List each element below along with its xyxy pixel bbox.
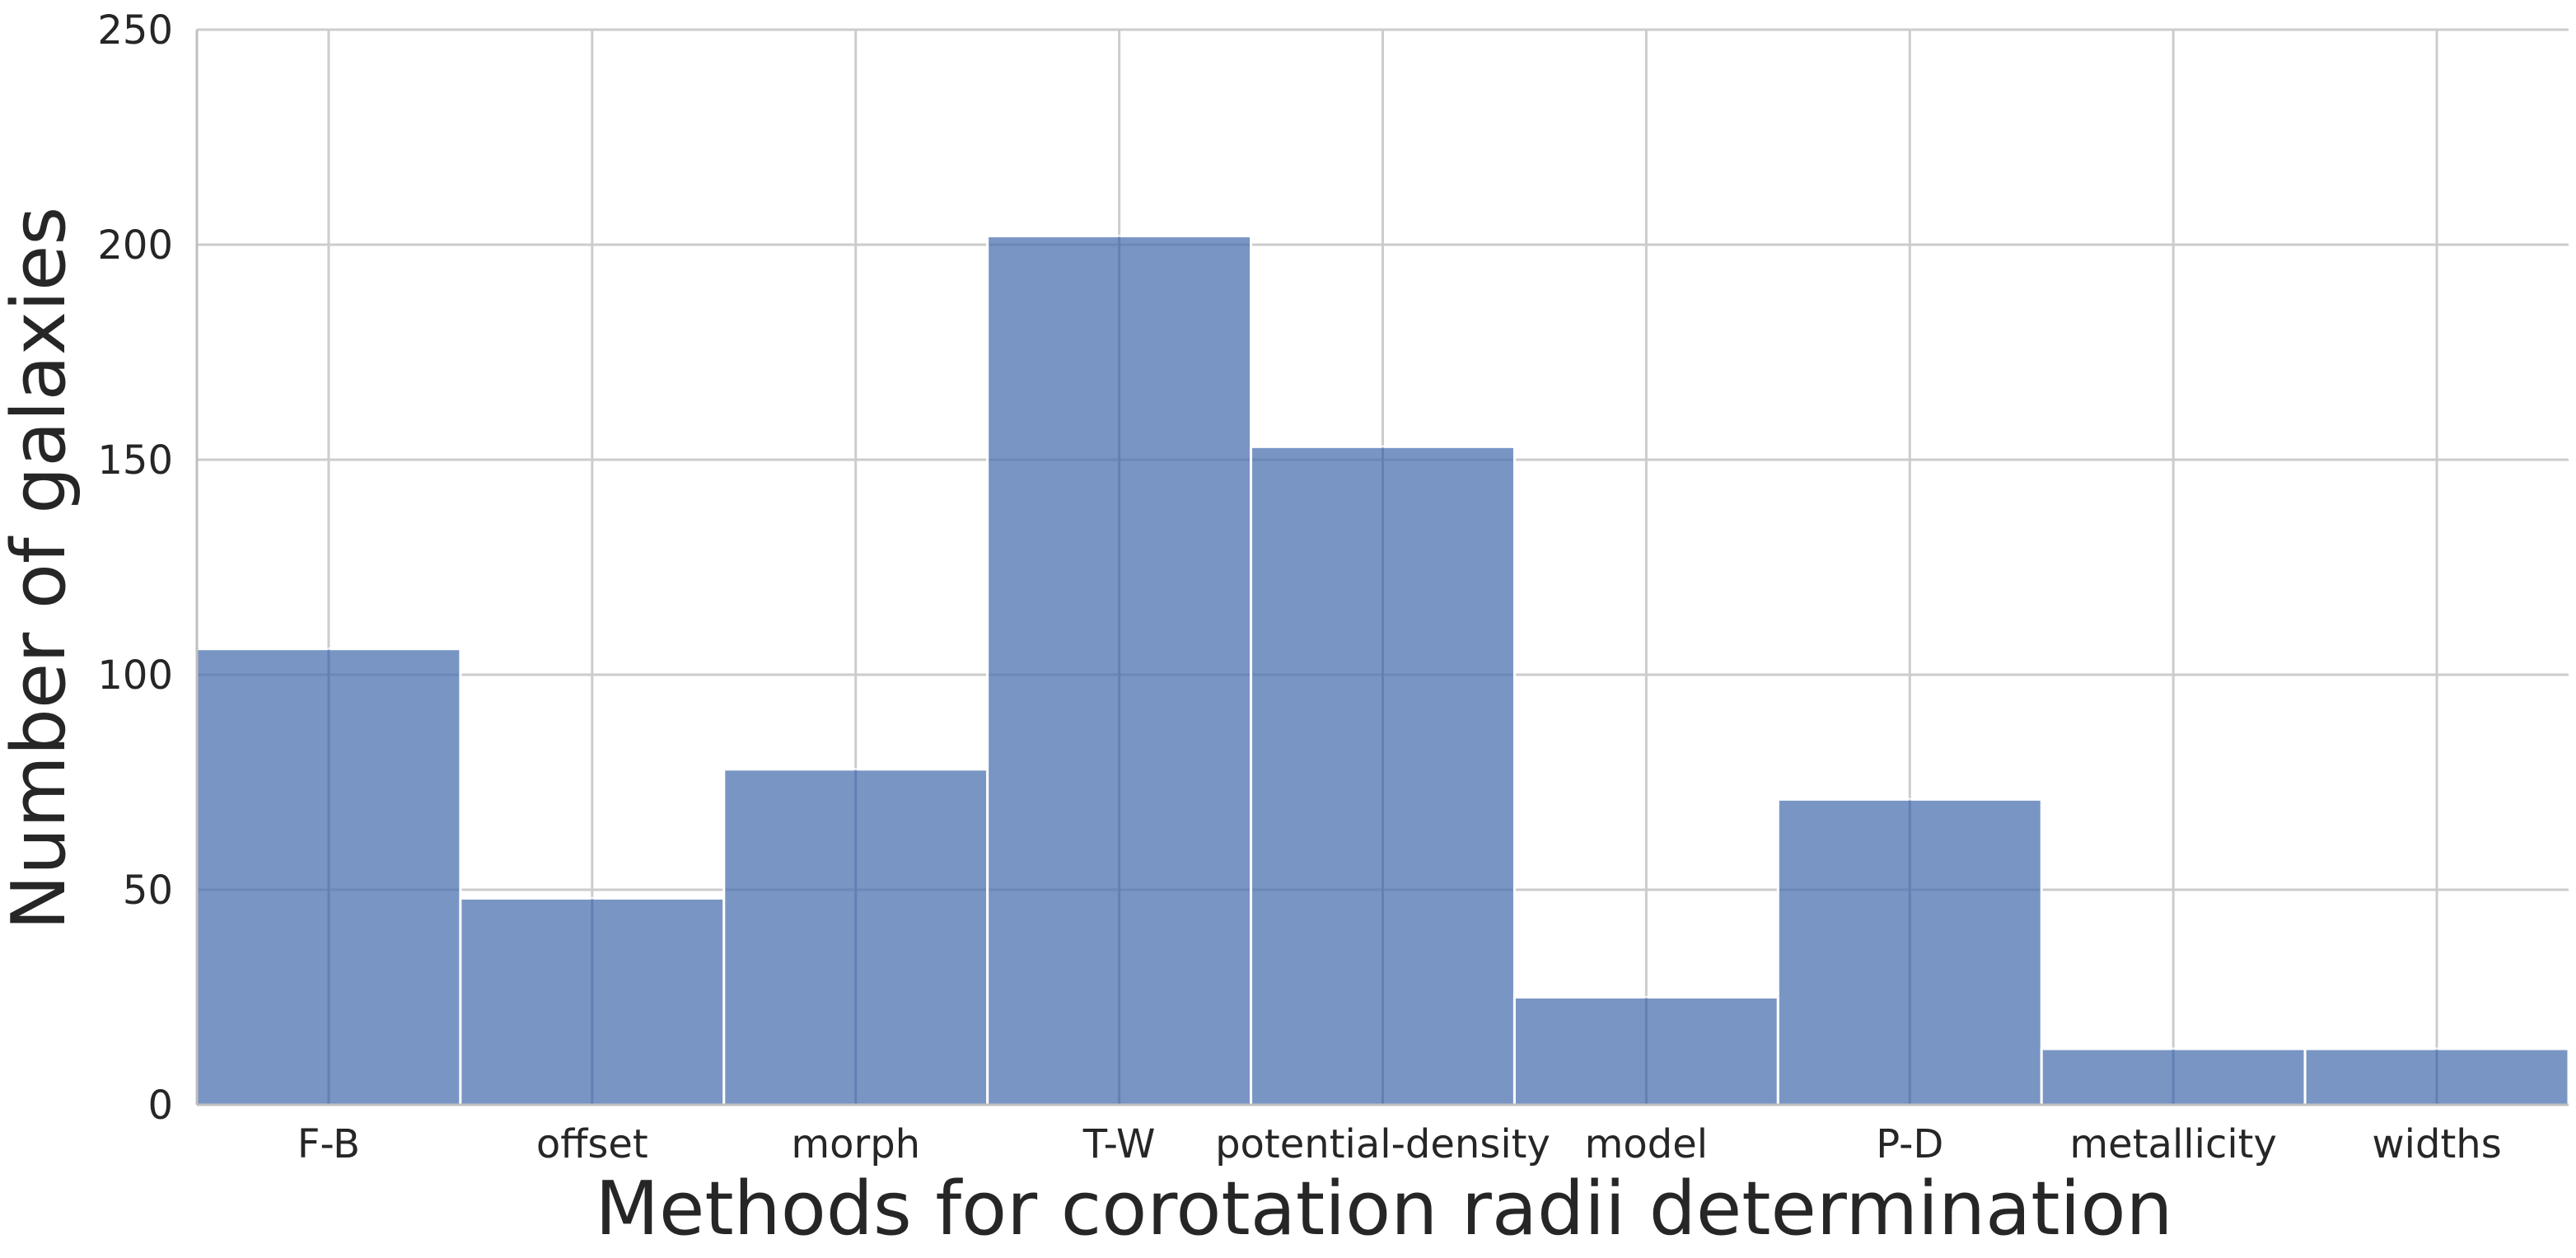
y-tick-label: 50: [123, 868, 173, 914]
x-tick-label: widths: [2372, 1121, 2501, 1167]
y-axis-title: Number of galaxies: [0, 207, 82, 930]
x-tick-label: morph: [791, 1121, 920, 1167]
x-tick-label: metallicity: [2069, 1121, 2276, 1167]
x-tick-label: T-W: [1082, 1121, 1156, 1167]
bar-morph: [722, 768, 989, 1106]
x-tick-label: F-B: [297, 1121, 360, 1167]
x-tick-label: offset: [536, 1121, 648, 1167]
y-tick-label: 100: [97, 652, 173, 699]
bars: [195, 235, 2570, 1106]
y-tick-label: 150: [97, 437, 173, 484]
y-tick-label: 0: [147, 1083, 173, 1129]
x-tick-label: P-D: [1876, 1121, 1943, 1167]
bar-t-w: [986, 235, 1253, 1106]
bar-widths: [2303, 1047, 2570, 1106]
x-tick-label: model: [1585, 1121, 1708, 1167]
bar-p-d: [1776, 797, 2043, 1106]
x-axis-title: Methods for corotation radii determinati…: [595, 1166, 2172, 1252]
y-tick-label: 200: [97, 222, 173, 269]
y-tick-labels: 0 50 100 150 200 250: [97, 7, 173, 1129]
axes: [195, 30, 2569, 1106]
x-tick-labels: F-B offset morph T-W potential-density model P…: [297, 1121, 2502, 1167]
bar-potential-density: [1250, 445, 1516, 1106]
x-tick-label: potential-density: [1215, 1121, 1550, 1167]
bar-f-b: [195, 648, 462, 1106]
bar-metallicity: [2040, 1047, 2307, 1106]
y-tick-label: 250: [97, 7, 173, 54]
